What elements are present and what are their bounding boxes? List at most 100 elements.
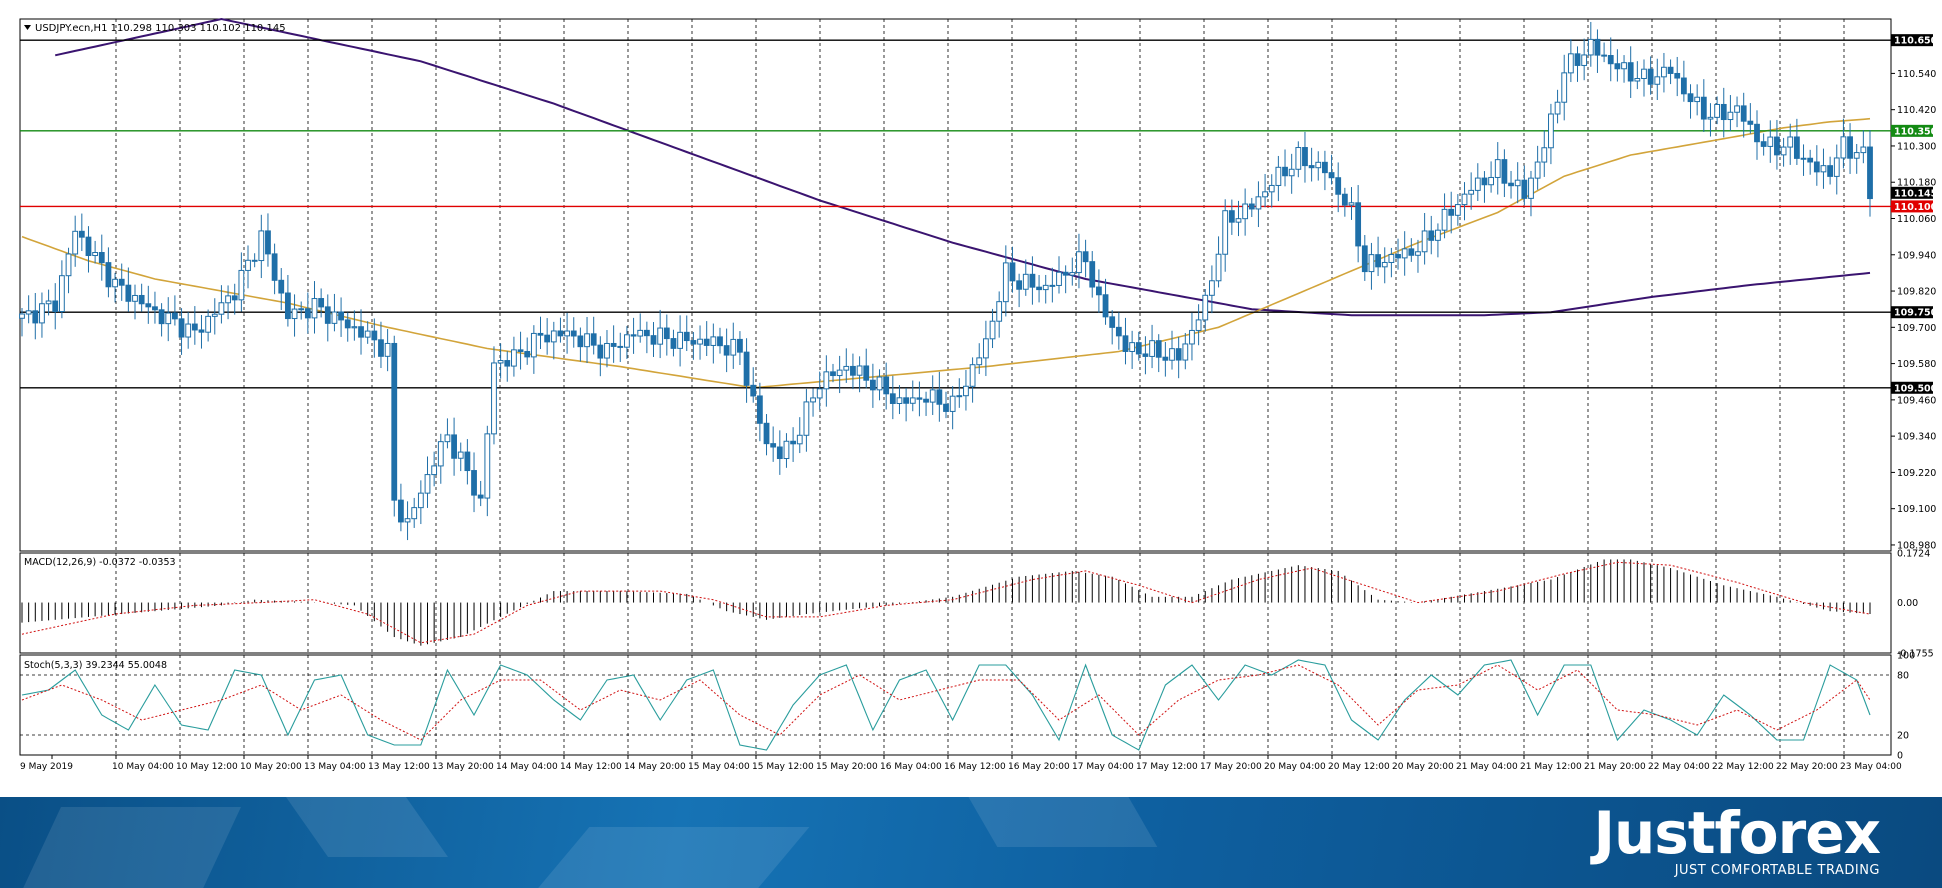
candle-bear — [1115, 326, 1122, 337]
candle-bull — [1129, 342, 1136, 352]
candle-bull — [457, 451, 464, 459]
candle-bear — [304, 308, 311, 319]
level-tag — [1891, 34, 1933, 47]
candle-bull — [1561, 72, 1568, 103]
candle-bull — [1208, 280, 1215, 296]
candle-bear — [1029, 273, 1036, 288]
y-tick-label: 109.580 — [1897, 359, 1936, 370]
candle-bull — [225, 295, 231, 304]
x-tick-label: 15 May 12:00 — [752, 762, 814, 772]
macd-histogram — [21, 559, 1871, 646]
candle-bull — [796, 434, 803, 445]
ma-fast-path — [21, 117, 1871, 389]
candle-bear — [198, 329, 205, 333]
y-tick-label: 110.060 — [1897, 214, 1936, 225]
candle-bull — [697, 338, 703, 345]
x-tick-label: 17 May 04:00 — [1072, 762, 1134, 772]
candle-bull — [1242, 203, 1249, 220]
candle-bull — [1661, 66, 1667, 78]
vertical-grid — [115, 19, 1845, 755]
candle-bear — [1408, 248, 1415, 256]
candle-bull — [491, 362, 497, 435]
candle-bear — [1827, 165, 1834, 177]
candle-bear — [318, 298, 325, 308]
candle-bull — [1381, 261, 1388, 268]
candle-bull — [1541, 147, 1548, 163]
candle-bull — [843, 365, 850, 371]
candle-bull — [1189, 329, 1195, 345]
stoch-tick-label: 100 — [1897, 651, 1915, 662]
x-tick-label: 14 May 20:00 — [624, 762, 686, 772]
level-tag — [1891, 306, 1933, 319]
candle-bull — [132, 294, 138, 302]
ma-slow-path — [54, 17, 1871, 317]
candle-bear — [1122, 335, 1129, 352]
candle-bull — [836, 369, 843, 377]
candle-bull — [238, 269, 245, 301]
candle-bull — [637, 329, 644, 337]
candle-bull — [982, 338, 989, 359]
candle-bear — [869, 379, 876, 391]
ma-slow-line — [54, 17, 1871, 317]
candle-bear — [1674, 72, 1681, 79]
candle-bull — [584, 333, 590, 348]
candle-bear — [1175, 348, 1182, 361]
candle-bear — [171, 312, 178, 320]
candle-bull — [1734, 105, 1740, 113]
candle-bull — [384, 342, 391, 357]
candle-bear — [570, 330, 577, 337]
candle-bull — [1474, 177, 1481, 191]
candle-bear — [1720, 103, 1727, 121]
candle-bull — [331, 311, 338, 324]
candle-bull — [1441, 208, 1448, 231]
candle-bear — [723, 345, 730, 356]
candle-bull — [291, 308, 298, 320]
price-axis: 110.540 110.420 110.300 110.180 110.060 109.9… — [1891, 34, 1938, 551]
time-axis: 9 May 2019 10 May 04:00 10 May 12:00 10 May… — [20, 755, 1902, 772]
candle-bull — [810, 397, 816, 403]
stoch-tick-label: 20 — [1897, 731, 1909, 742]
candle-bull — [1780, 146, 1787, 156]
candle-bear — [650, 335, 657, 345]
candle-bear — [1009, 262, 1016, 282]
candle-bear — [78, 230, 85, 238]
candle-bear — [278, 279, 285, 294]
candle-bear — [1082, 251, 1089, 263]
candle-bear — [1155, 340, 1162, 358]
candle-bear — [52, 300, 59, 313]
candle-bull — [1787, 136, 1794, 148]
candle-bull — [1554, 101, 1561, 115]
candle-bear — [1793, 136, 1800, 159]
candle-bull — [211, 313, 218, 317]
candle-bear — [145, 303, 152, 308]
candle-bull — [803, 401, 810, 436]
level-tag-label: 110.650 — [1894, 36, 1938, 47]
candle-bear — [1428, 230, 1435, 241]
candle-bear — [1248, 203, 1255, 210]
candle-bear — [1036, 286, 1042, 291]
candle-bear — [617, 345, 624, 348]
dropdown-triangle-icon[interactable] — [24, 25, 31, 30]
candle-bear — [1328, 172, 1335, 179]
candle-bear — [763, 422, 770, 445]
stoch-axis: 100 80 20 0 — [1897, 651, 1915, 762]
candle-bull — [1694, 96, 1701, 103]
y-tick-label: 110.540 — [1897, 69, 1936, 80]
candle-bull — [1401, 248, 1408, 259]
candle-bull — [1056, 271, 1062, 286]
candle-bear — [251, 259, 258, 262]
candle-bear — [850, 365, 856, 376]
candle-bull — [1707, 116, 1714, 120]
candle-bear — [1162, 356, 1169, 361]
candle-bear — [1774, 136, 1780, 156]
candle-bear — [863, 365, 870, 381]
level-tag-label: 110.100 — [1894, 202, 1938, 213]
x-tick-label: 13 May 20:00 — [432, 762, 494, 772]
candle-bear — [1481, 177, 1488, 186]
macd-tick-label: 0.1724 — [1897, 549, 1930, 560]
candle-bear — [464, 451, 471, 472]
x-tick-label: 13 May 04:00 — [304, 762, 366, 772]
candle-bull — [677, 331, 684, 349]
candle-bear — [1508, 182, 1514, 187]
